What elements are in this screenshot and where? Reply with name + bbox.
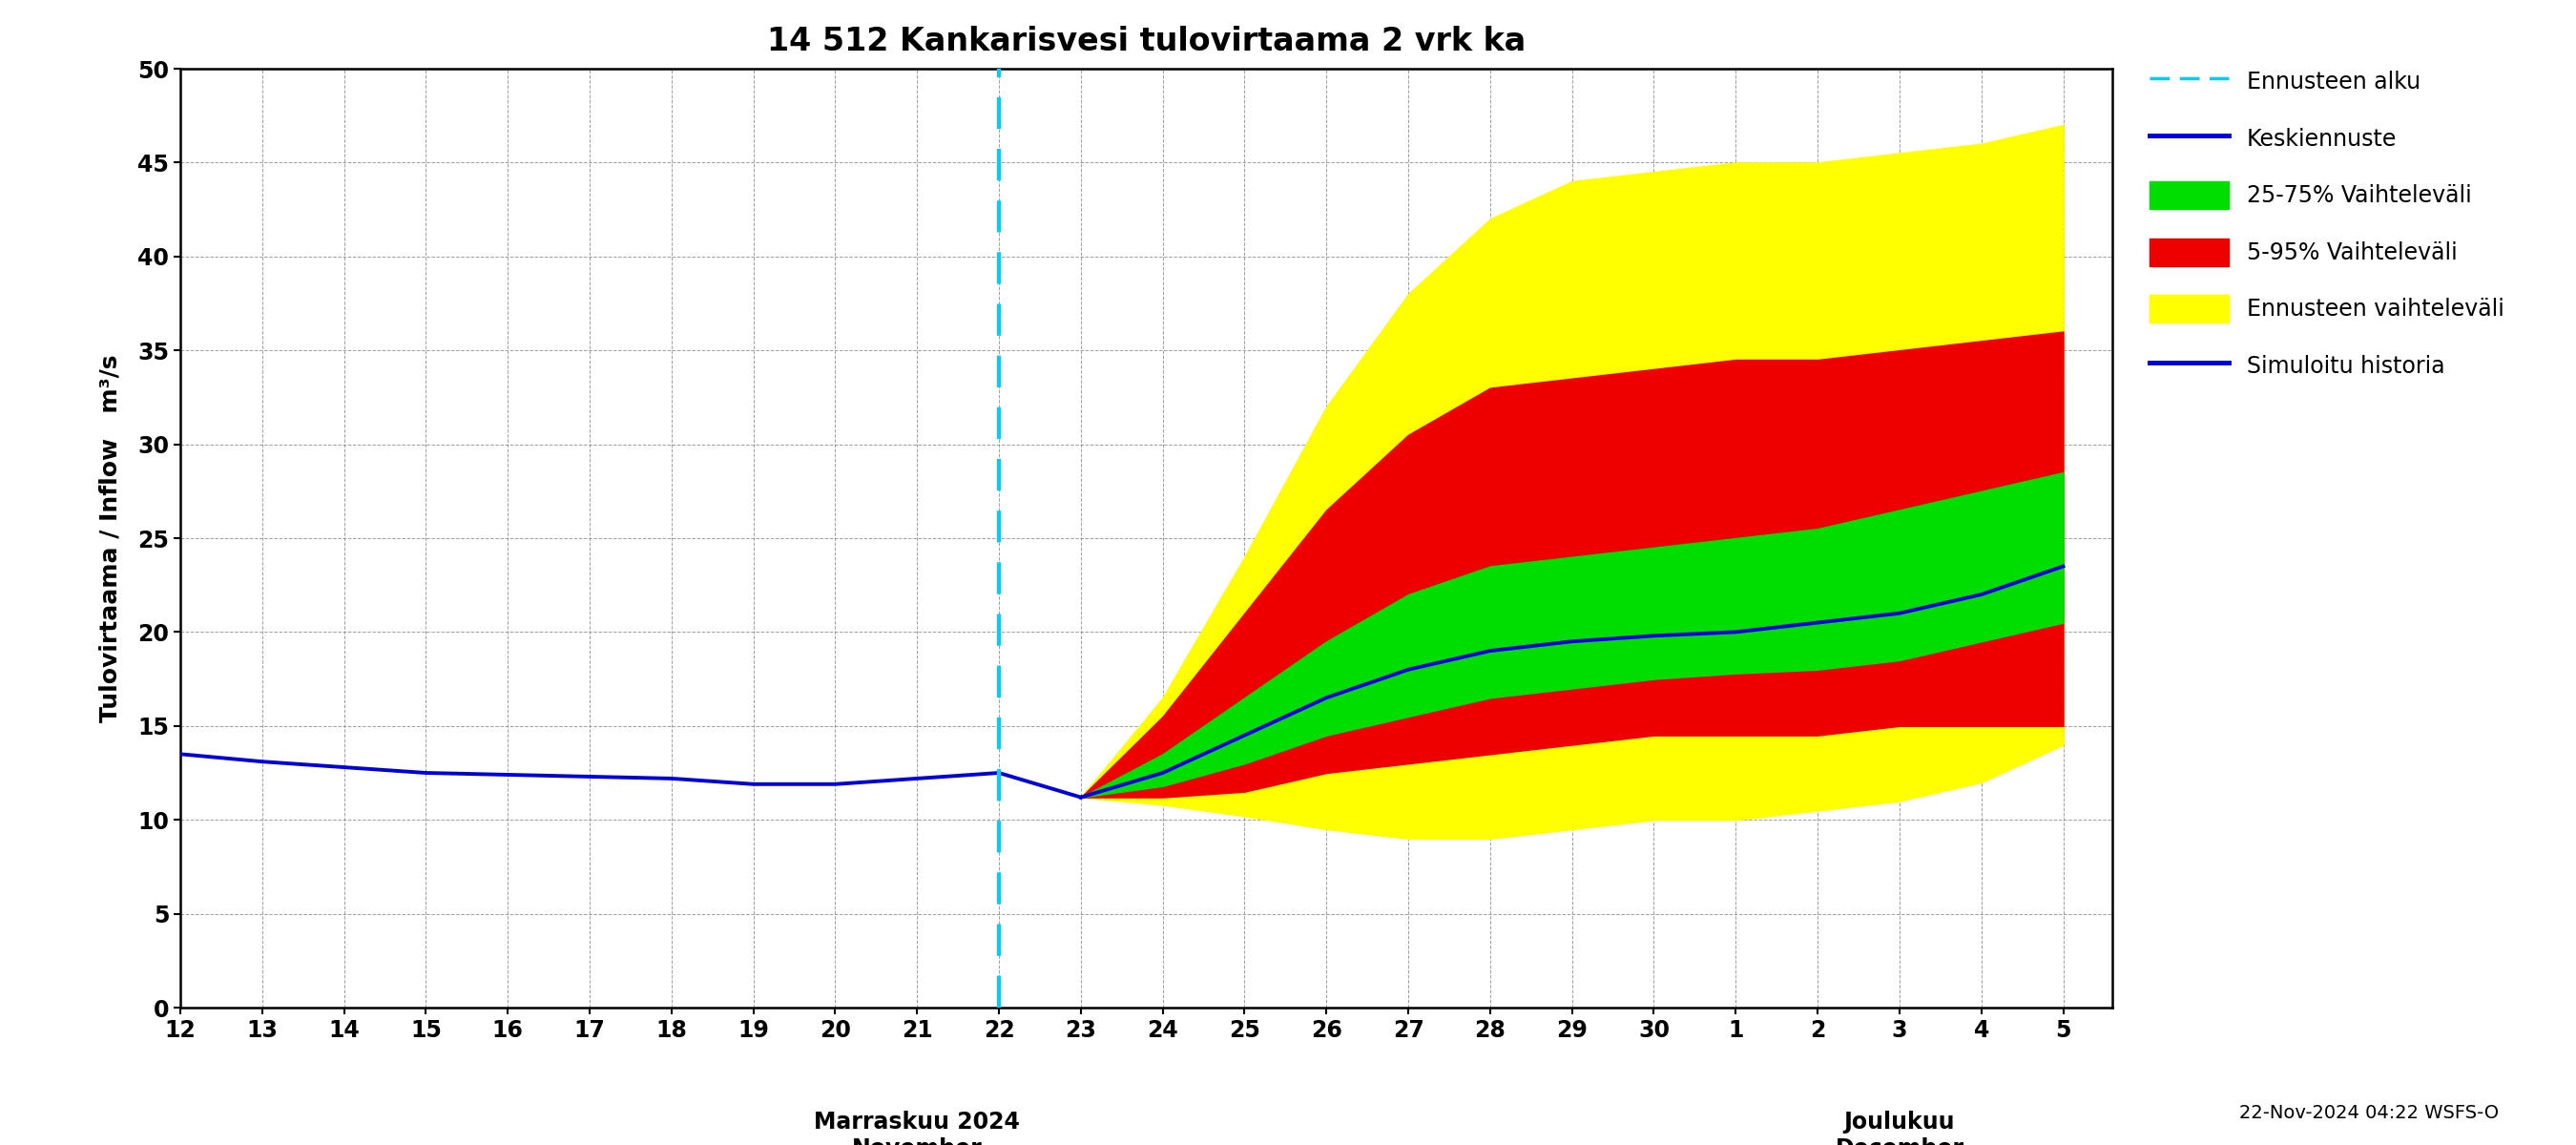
- Y-axis label: Tulovirtaama / Inflow   m³/s: Tulovirtaama / Inflow m³/s: [98, 354, 121, 722]
- Text: Joulukuu
December: Joulukuu December: [1834, 1111, 1963, 1145]
- Text: 22-Nov-2024 04:22 WSFS-O: 22-Nov-2024 04:22 WSFS-O: [2239, 1104, 2499, 1122]
- Title: 14 512 Kankarisvesi tulovirtaama 2 vrk ka: 14 512 Kankarisvesi tulovirtaama 2 vrk k…: [768, 25, 1525, 57]
- Legend: Ennusteen alku, Keskiennuste, 25-75% Vaihteleväli, 5-95% Vaihteleväli, Ennusteen: Ennusteen alku, Keskiennuste, 25-75% Vai…: [2143, 61, 2512, 386]
- Text: Marraskuu 2024
November: Marraskuu 2024 November: [814, 1111, 1020, 1145]
